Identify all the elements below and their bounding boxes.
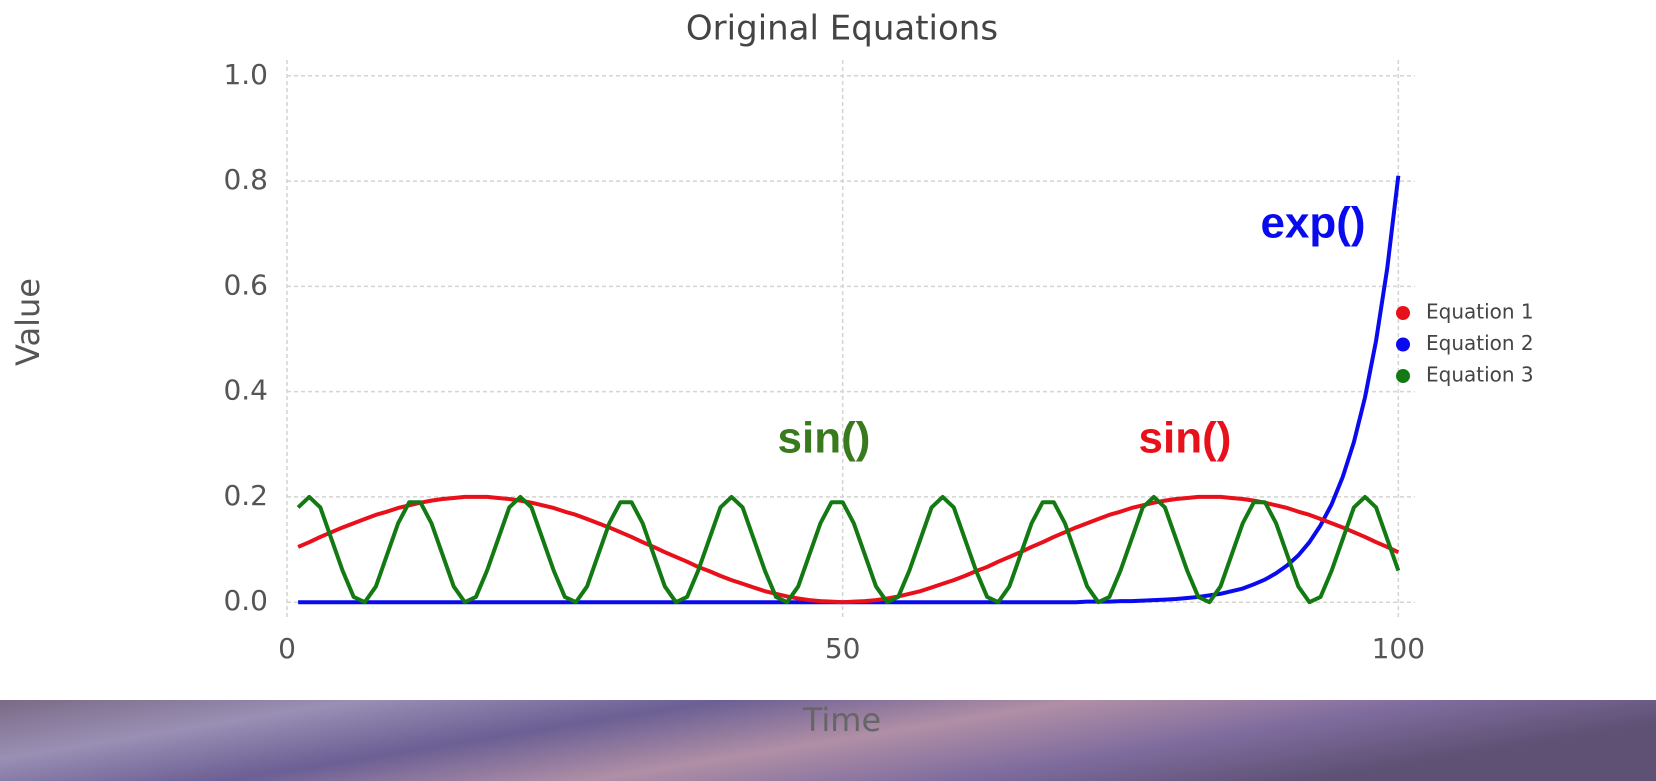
- chart-title: Original Equations: [686, 9, 998, 49]
- annotation: sin(): [778, 414, 871, 463]
- y-tick-label: 0.8: [223, 163, 268, 196]
- legend-marker: [1396, 369, 1410, 383]
- x-tick-label: 50: [825, 632, 861, 665]
- annotation: sin(): [1139, 414, 1232, 463]
- page: Original Equations Time Value 0.0 0.2 0.4 0…: [0, 0, 1656, 781]
- x-axis-title: Time: [802, 701, 881, 739]
- series-line: [298, 176, 1398, 602]
- chart: Original Equations Time Value 0.0 0.2 0.4 0…: [0, 0, 1656, 781]
- y-axis-title: Value: [9, 278, 47, 366]
- legend-marker: [1396, 306, 1410, 320]
- y-tick-label: 0.2: [223, 479, 268, 512]
- series-line: [298, 497, 1398, 602]
- legend-label: Equation 1: [1426, 300, 1534, 324]
- annotation: exp(): [1260, 199, 1365, 248]
- y-tick-label: 0.6: [223, 268, 268, 301]
- y-tick-label: 0.4: [223, 374, 268, 407]
- legend-label: Equation 2: [1426, 331, 1534, 355]
- x-tick-label: 0: [278, 632, 296, 665]
- y-tick-label: 0.0: [223, 584, 268, 617]
- legend-marker: [1396, 338, 1410, 352]
- x-tick-label: 100: [1372, 632, 1425, 665]
- y-tick-label: 1.0: [223, 58, 268, 91]
- legend-label: Equation 3: [1426, 363, 1534, 387]
